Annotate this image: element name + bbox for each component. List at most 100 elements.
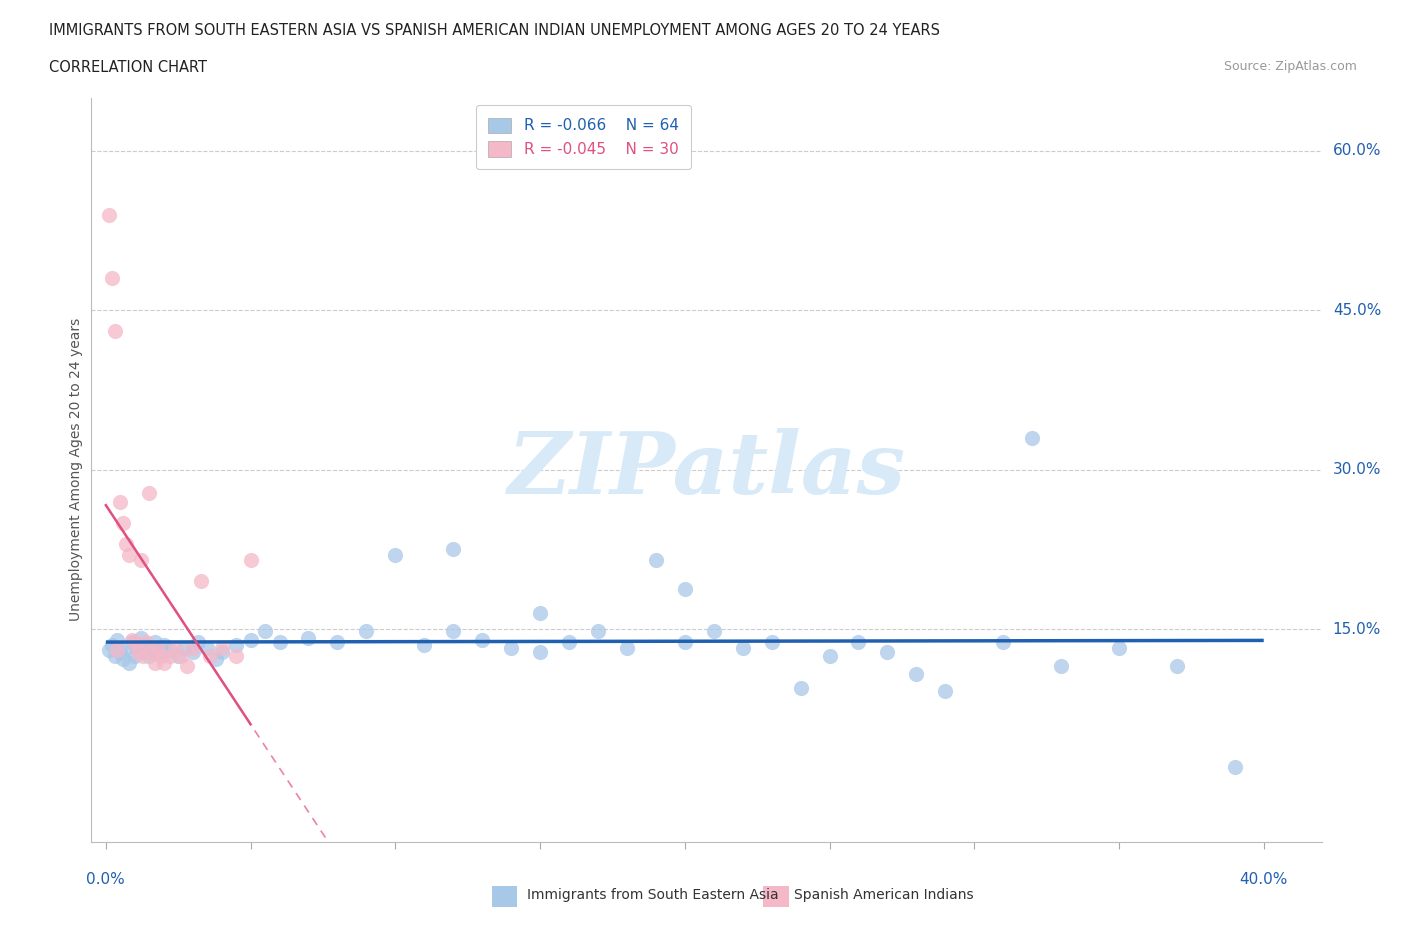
Point (239, 632, 262, 647)
Point (190, 574, 212, 589)
Point (159, 648, 181, 663)
Point (529, 645, 551, 660)
Point (118, 547, 141, 562)
Point (1223, 760, 1246, 775)
Point (181, 641, 204, 656)
Point (149, 645, 172, 660)
Point (225, 638, 247, 653)
Point (848, 634, 870, 649)
Point (97, 207, 120, 222)
Point (673, 634, 696, 649)
Point (138, 485, 160, 500)
Point (107, 643, 129, 658)
Point (441, 624, 464, 639)
Point (703, 624, 725, 639)
Point (159, 643, 181, 658)
Point (254, 624, 277, 639)
Point (129, 631, 152, 645)
Point (616, 641, 638, 656)
Point (905, 666, 928, 681)
Point (138, 648, 160, 663)
Point (413, 638, 436, 653)
Point (529, 605, 551, 620)
Text: 15.0%: 15.0% (1333, 621, 1381, 636)
Text: Immigrants from South Eastern Asia: Immigrants from South Eastern Asia (527, 887, 779, 902)
Point (993, 634, 1015, 649)
Point (167, 648, 190, 663)
Point (384, 547, 406, 562)
Point (1050, 658, 1073, 673)
Point (1021, 431, 1043, 445)
Point (211, 641, 233, 656)
Point (124, 634, 146, 649)
Point (124, 648, 146, 663)
Point (146, 641, 169, 656)
Point (225, 648, 247, 663)
Point (297, 631, 319, 645)
Text: IMMIGRANTS FROM SOUTH EASTERN ASIA VS SPANISH AMERICAN INDIAN UNEMPLOYMENT AMONG: IMMIGRANTS FROM SOUTH EASTERN ASIA VS SP… (49, 23, 941, 38)
Point (501, 641, 523, 656)
Point (132, 648, 155, 663)
Point (132, 645, 155, 660)
Text: Spanish American Indians: Spanish American Indians (794, 887, 974, 902)
Point (269, 634, 291, 649)
Point (103, 648, 125, 663)
Point (1108, 641, 1130, 656)
Y-axis label: Unemployment Among Ages 20 to 24 years: Unemployment Among Ages 20 to 24 years (69, 318, 83, 621)
Point (934, 684, 956, 698)
Point (731, 641, 754, 656)
Point (118, 656, 141, 671)
Point (143, 634, 166, 649)
Text: 45.0%: 45.0% (1333, 303, 1381, 318)
Point (181, 645, 204, 660)
Point (356, 624, 378, 639)
Text: 0.0%: 0.0% (87, 872, 125, 887)
Point (121, 634, 143, 649)
Point (195, 641, 218, 656)
Point (115, 537, 138, 551)
Point (121, 632, 143, 647)
Point (471, 632, 494, 647)
Point (152, 638, 174, 653)
Point (112, 515, 135, 530)
Point (558, 634, 581, 649)
Point (103, 324, 125, 339)
Point (586, 624, 609, 639)
Point (100, 638, 122, 653)
Point (143, 656, 166, 671)
Point (173, 641, 195, 656)
Point (818, 648, 841, 663)
Point (789, 680, 811, 695)
Point (176, 658, 198, 673)
Point (1166, 658, 1188, 673)
Point (127, 643, 149, 658)
Point (107, 632, 129, 647)
Point (135, 638, 157, 653)
Text: 40.0%: 40.0% (1240, 872, 1288, 887)
Text: 60.0%: 60.0% (1333, 143, 1381, 158)
Point (165, 641, 187, 656)
Point (644, 552, 666, 567)
Point (211, 645, 233, 660)
Point (198, 648, 221, 663)
Point (110, 494, 132, 509)
Point (441, 542, 464, 557)
Point (187, 634, 209, 649)
Point (149, 648, 172, 663)
Point (141, 643, 163, 658)
Point (135, 634, 157, 649)
Text: ZIPatlas: ZIPatlas (508, 428, 905, 512)
Text: 30.0%: 30.0% (1333, 462, 1381, 477)
Point (761, 634, 783, 649)
Point (326, 634, 349, 649)
Point (110, 645, 132, 660)
Point (239, 552, 262, 567)
Point (97, 643, 120, 658)
Text: CORRELATION CHART: CORRELATION CHART (49, 60, 207, 75)
Point (673, 581, 696, 596)
Point (876, 645, 898, 660)
Text: Source: ZipAtlas.com: Source: ZipAtlas.com (1223, 60, 1357, 73)
Point (152, 656, 174, 671)
Point (205, 651, 228, 666)
Point (146, 641, 169, 656)
